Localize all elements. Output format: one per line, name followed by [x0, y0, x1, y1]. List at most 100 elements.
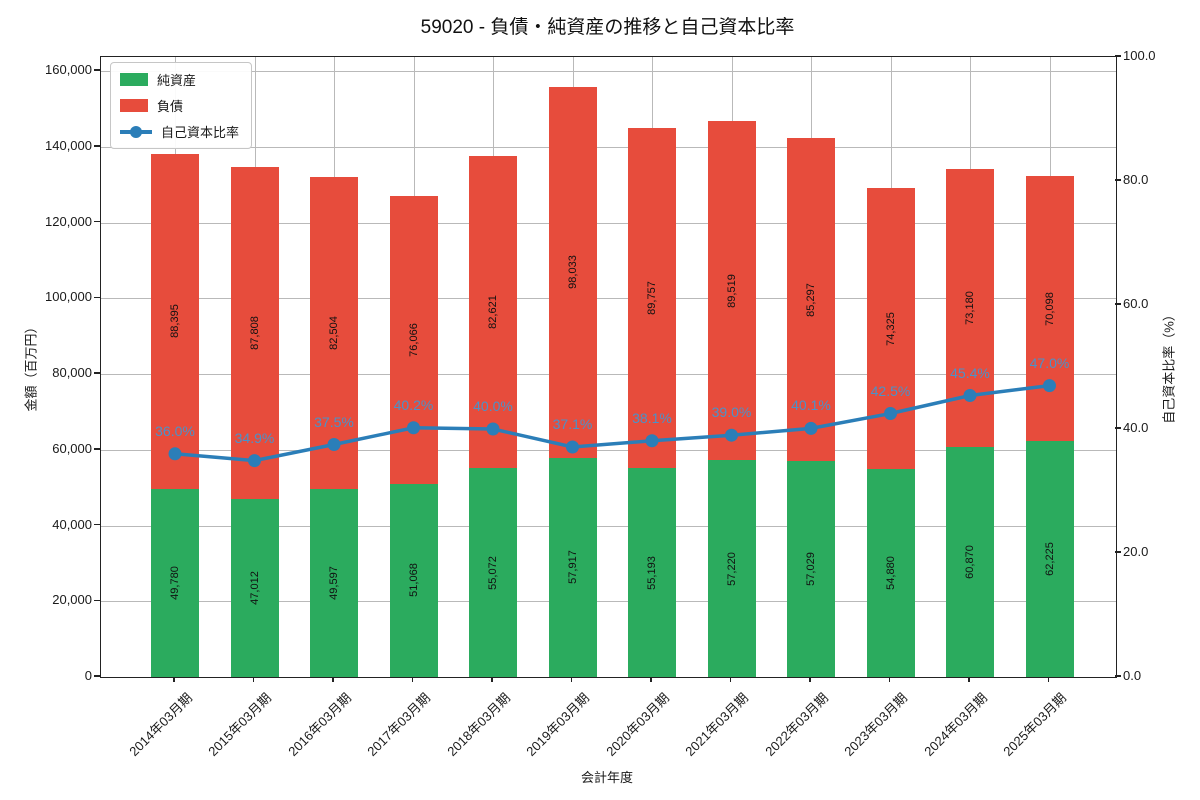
x-axis-tick-mark [411, 676, 414, 682]
chart-title: 59020 - 負債・純資産の推移と自己資本比率 [420, 17, 795, 38]
equity-ratio-line [174, 383, 1050, 463]
x-axis-tick-mark [332, 676, 334, 682]
y-axis-tick-label-left: 40,000 [52, 516, 92, 532]
equity-ratio-marker [327, 438, 341, 451]
bar-segment-net-assets [469, 468, 517, 677]
y-axis-tick-mark-left [94, 599, 100, 602]
bar-segment-net-assets [866, 469, 915, 677]
gridline-horizontal [101, 525, 1116, 527]
equity-ratio-marker [168, 447, 182, 461]
x-axis-tick-label: 2025年03月期 [1000, 690, 1070, 759]
equity-ratio-value-label: 36.0% [155, 422, 195, 439]
gridline-horizontal [101, 222, 1116, 224]
y-axis-tick-label-left: 20,000 [52, 592, 92, 608]
y-axis-tick-label-left: 160,000 [45, 62, 92, 78]
equity-ratio-value-label: 40.0% [473, 398, 513, 414]
equity-ratio-value-label: 37.5% [314, 413, 354, 430]
bar-segment-liabilities [707, 121, 756, 461]
equity-ratio-value-label: 47.0% [1029, 354, 1070, 371]
equity-ratio-value-label: 42.5% [870, 382, 911, 399]
bar-segment-liabilities [389, 195, 438, 484]
equity-ratio-marker [566, 440, 579, 454]
x-axis-tick-label: 2021年03月期 [682, 690, 752, 759]
bar-segment-net-assets [230, 499, 279, 677]
bar-segment-liabilities [151, 153, 199, 489]
y-axis-tick-label-left: 80,000 [52, 365, 92, 381]
equity-ratio-marker [486, 422, 500, 436]
equity-ratio-value-label: 40.2% [393, 396, 434, 413]
y-axis-tick-mark-right [1115, 551, 1121, 553]
bar-segment-liabilities [787, 138, 835, 462]
bar-segment-net-assets [1025, 441, 1074, 677]
equity-ratio-value-label: 39.0% [711, 404, 752, 421]
legend-item: 純資産 [120, 70, 239, 89]
equity-ratio-value-label: 45.4% [950, 364, 990, 381]
x-axis-tick-label: 2016年03月期 [284, 690, 354, 759]
legend: 純資産負債自己資本比率 [110, 62, 253, 149]
bar-segment-net-assets [707, 460, 756, 677]
x-axis-tick-mark [888, 676, 891, 682]
x-axis-tick-label: 2023年03月期 [841, 690, 911, 759]
equity-ratio-marker [804, 421, 818, 435]
x-axis-tick-mark [968, 676, 970, 682]
y-axis-tick-label-right: 100.0 [1123, 48, 1156, 63]
x-axis-tick-label: 2022年03月期 [761, 690, 831, 759]
y-axis-tick-mark-right [1115, 427, 1121, 429]
y-axis-tick-label-right: 40.0 [1123, 420, 1149, 435]
y-axis-tick-label-right: 60.0 [1123, 296, 1149, 311]
gridline-horizontal [101, 146, 1116, 148]
legend-swatch-icon [120, 73, 148, 86]
gridline-horizontal [101, 71, 1116, 73]
bar-segment-liabilities [469, 155, 517, 469]
x-axis-tick-mark [570, 676, 573, 682]
y-axis-tick-mark-left [94, 220, 100, 223]
equity-ratio-marker [645, 434, 659, 448]
x-axis-tick-label: 2014年03月期 [125, 690, 195, 759]
x-axis-tick-label: 2017年03月期 [364, 690, 434, 759]
y-axis-tick-label-left: 0 [84, 668, 92, 683]
equity-ratio-marker [1043, 379, 1056, 393]
bar-segment-liabilities [310, 176, 358, 490]
bar-segment-net-assets [151, 488, 199, 677]
y-axis-tick-mark-left [94, 296, 100, 299]
x-axis-tick-mark [173, 676, 175, 682]
legend-label: 自己資本比率 [161, 125, 240, 140]
x-axis-tick-mark [650, 676, 652, 682]
bar-segment-net-assets [787, 461, 835, 677]
bar-segment-liabilities [628, 128, 676, 469]
y-axis-tick-label-right: 0.0 [1123, 668, 1142, 683]
y-axis-title-right: 自己資本比率（%） [1161, 308, 1177, 424]
y-axis-tick-label-left: 60,000 [52, 440, 92, 456]
bar-segment-liabilities [230, 166, 279, 500]
equity-ratio-marker [248, 454, 261, 468]
equity-ratio-value-label: 37.1% [552, 415, 593, 432]
legend-line-marker-icon [120, 125, 152, 139]
x-axis-tick-label: 2015年03月期 [205, 690, 275, 759]
bar-segment-net-assets [946, 446, 994, 677]
y-axis-tick-mark-right [1115, 179, 1121, 181]
x-axis-tick-mark [809, 676, 811, 682]
equity-ratio-value-label: 38.1% [632, 409, 672, 426]
y-axis-tick-mark-left [94, 372, 100, 374]
y-axis-tick-label-right: 20.0 [1123, 544, 1149, 559]
bar-segment-net-assets [389, 483, 438, 677]
equity-ratio-value-label: 40.1% [791, 397, 831, 414]
equity-ratio-marker [407, 421, 420, 435]
y-axis-tick-mark-right [1115, 303, 1121, 305]
legend-item: 負債 [120, 96, 239, 115]
legend-label: 負債 [157, 99, 184, 114]
legend-label: 純資産 [157, 73, 197, 88]
y-axis-tick-mark-right [1115, 55, 1121, 57]
y-axis-tick-label-left: 100,000 [45, 289, 92, 305]
gridline-horizontal [101, 601, 1116, 603]
bar-segment-net-assets [548, 457, 597, 677]
bar-segment-liabilities [1025, 176, 1074, 442]
plot-area: 49,780 88,395 47,012 87,808 49,597 82,504 51,0… [100, 56, 1117, 678]
bar-segment-liabilities [548, 86, 597, 458]
x-axis-tick-label: 2020年03月期 [602, 690, 672, 759]
x-axis-tick-mark [1047, 676, 1050, 682]
y-axis-tick-mark-left [94, 69, 100, 71]
x-axis-tick-mark [491, 676, 493, 682]
bar-segment-net-assets [628, 468, 676, 677]
